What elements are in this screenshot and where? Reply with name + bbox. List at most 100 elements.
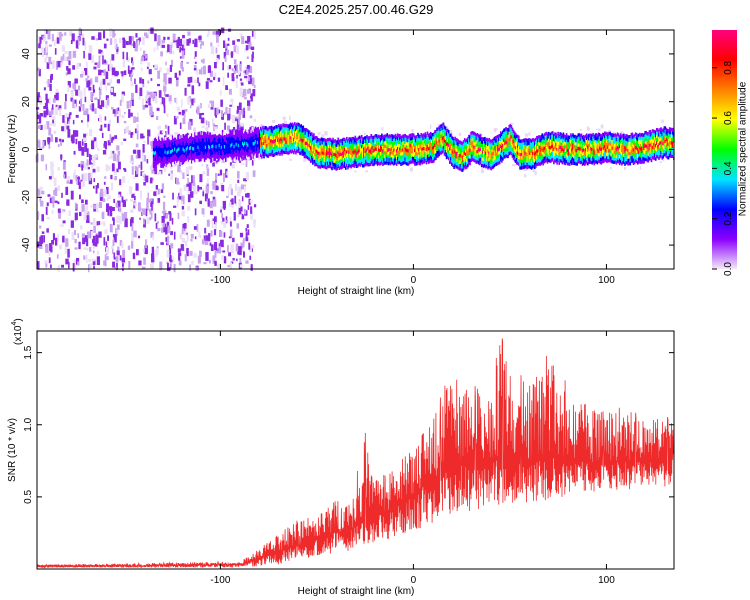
signal-cell — [365, 149, 367, 153]
signal-cell — [360, 161, 363, 165]
signal-cell — [428, 159, 431, 164]
signal-cell — [218, 140, 221, 144]
signal-cell — [264, 149, 266, 153]
signal-cell — [220, 149, 223, 153]
noise-cell — [88, 86, 92, 91]
noise-cell — [149, 177, 153, 184]
signal-cell — [461, 155, 464, 159]
signal-cell — [196, 138, 198, 143]
noise-cell — [75, 175, 78, 182]
signal-cell — [529, 145, 532, 149]
signal-cell — [377, 138, 380, 142]
signal-cell — [225, 155, 227, 159]
signal-cell — [519, 139, 521, 143]
signal-cell — [223, 155, 226, 159]
signal-cell — [377, 134, 380, 139]
signal-cell — [317, 161, 319, 165]
signal-cell — [246, 135, 248, 139]
noise-cell — [223, 173, 225, 182]
noise-cell — [71, 231, 75, 241]
signal-cell — [506, 141, 508, 145]
signal-cell — [498, 134, 501, 138]
signal-cell — [453, 138, 455, 143]
signal-cell — [484, 150, 486, 154]
signal-cell — [309, 139, 312, 143]
signal-cell — [439, 131, 442, 135]
noise-cell — [178, 260, 182, 266]
signal-cell — [215, 141, 218, 146]
signal-cell — [490, 153, 492, 157]
signal-cell — [395, 162, 398, 166]
signal-cell — [442, 125, 445, 130]
signal-cell — [446, 148, 449, 153]
noise-cell — [216, 248, 220, 254]
signal-cell — [274, 135, 277, 139]
signal-cell — [257, 140, 260, 144]
signal-cell — [314, 146, 316, 150]
noise-cell — [240, 108, 244, 115]
noise-cell — [142, 171, 145, 176]
signal-cell — [323, 165, 326, 169]
signal-cell — [328, 141, 330, 145]
signal-cell — [509, 140, 512, 145]
noise-cell — [141, 78, 145, 84]
signal-cell — [467, 147, 469, 151]
noise-cell — [532, 169, 535, 173]
signal-cell — [341, 145, 344, 149]
signal-cell — [158, 149, 160, 154]
signal-cell — [286, 127, 289, 131]
signal-cell — [168, 162, 171, 166]
signal-cell — [355, 157, 358, 162]
noise-cell — [41, 190, 45, 195]
signal-cell — [428, 139, 431, 144]
signal-cell — [338, 153, 341, 157]
signal-cell — [374, 147, 377, 151]
signal-cell — [202, 148, 205, 152]
signal-cell — [222, 132, 225, 136]
signal-cell — [204, 132, 207, 136]
signal-cell — [285, 127, 288, 131]
signal-cell — [268, 132, 271, 137]
signal-cell — [404, 140, 406, 144]
signal-cell — [380, 135, 382, 139]
signal-cell — [471, 141, 473, 145]
signal-cell — [337, 161, 340, 165]
noise-cell — [83, 255, 86, 260]
signal-cell — [308, 134, 311, 138]
signal-cell — [169, 146, 172, 151]
signal-cell — [326, 144, 329, 149]
signal-cell — [455, 154, 457, 159]
noise-cell — [365, 170, 369, 173]
signal-cell — [226, 153, 228, 157]
signal-cell — [477, 144, 480, 148]
signal-cell — [301, 132, 304, 136]
signal-cell — [514, 149, 517, 153]
signal-cell — [427, 137, 430, 141]
signal-cell — [217, 141, 220, 145]
noise-cell — [36, 107, 40, 110]
signal-cell — [518, 162, 520, 166]
signal-cell — [291, 149, 294, 153]
signal-cell — [501, 159, 503, 163]
noise-cell — [77, 233, 80, 239]
signal-cell — [485, 144, 487, 149]
signal-cell — [451, 159, 453, 163]
signal-cell — [311, 159, 313, 163]
signal-cell — [406, 145, 409, 149]
signal-cell — [503, 152, 505, 156]
noise-cell — [124, 112, 126, 114]
signal-cell — [186, 136, 189, 140]
signal-cell — [226, 136, 228, 141]
signal-cell — [526, 142, 529, 146]
signal-cell — [303, 148, 306, 152]
noise-cell — [36, 143, 39, 146]
signal-cell — [290, 123, 293, 127]
signal-cell — [269, 142, 272, 147]
signal-cell — [287, 131, 290, 135]
signal-cell — [244, 148, 246, 152]
signal-cell — [427, 160, 430, 164]
signal-cell — [394, 137, 397, 141]
noise-cell — [78, 106, 82, 112]
signal-cell — [405, 145, 408, 149]
signal-cell — [539, 162, 541, 166]
